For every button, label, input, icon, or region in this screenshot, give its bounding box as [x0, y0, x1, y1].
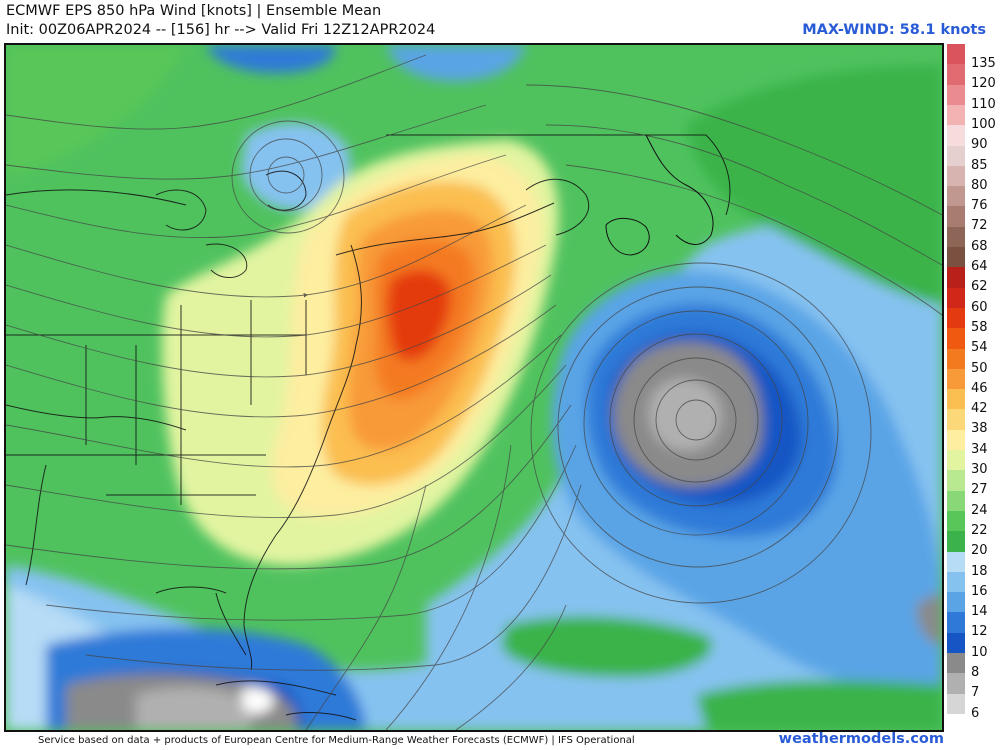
coastline-east-canada	[605, 134, 714, 256]
color-scale-swatch	[947, 592, 965, 613]
color-scale-label: 85	[971, 157, 988, 173]
color-scale-label: 60	[971, 299, 988, 315]
color-scale-label: 38	[971, 421, 988, 437]
color-scale-swatch	[947, 64, 965, 86]
color-scale-swatch	[947, 470, 965, 492]
color-scale-swatch	[947, 247, 965, 268]
color-scale-label: 30	[971, 462, 988, 477]
color-scale-swatch	[947, 186, 965, 207]
color-scale-label: 76	[971, 198, 988, 214]
color-scale-label: 90	[971, 137, 988, 153]
color-scale-swatch	[947, 84, 965, 106]
color-scale-swatch	[947, 510, 965, 532]
color-scale-swatch	[947, 125, 965, 146]
color-scale-label: 62	[971, 279, 988, 295]
color-scale-label: 100	[971, 116, 996, 132]
color-scale-swatch	[947, 389, 965, 410]
color-scale-swatch	[947, 328, 965, 349]
color-scale-label: 6	[971, 705, 980, 721]
color-scale-swatch	[947, 429, 965, 451]
site-link[interactable]: weathermodels.com	[778, 731, 944, 747]
map-subtitle-valid-time: Init: 00Z06APR2024 -- [156] hr --> Valid…	[6, 22, 436, 38]
color-scale-swatch	[947, 531, 965, 552]
wind-map	[4, 43, 944, 732]
data-credit: Service based on data + products of Euro…	[38, 735, 635, 746]
color-scale-label: 24	[971, 502, 988, 518]
color-scale-swatch	[947, 490, 965, 512]
color-scale-swatch	[947, 165, 965, 187]
color-scale-swatch	[947, 206, 965, 228]
color-scale-swatch	[947, 348, 965, 370]
color-scale-swatch	[947, 571, 965, 593]
color-scale-swatch	[947, 409, 965, 431]
color-scale-label: 135	[971, 56, 996, 71]
color-scale-label: 80	[971, 177, 988, 193]
max-wind-readout: MAX-WIND: 58.1 knots	[802, 22, 986, 38]
color-scale-swatch	[947, 267, 965, 289]
color-scale-swatch	[947, 450, 965, 471]
color-scale-label: 14	[971, 604, 988, 620]
color-scale-label: 12	[971, 624, 988, 640]
color-scale-label: 18	[971, 563, 988, 579]
color-scale-label: 50	[971, 360, 988, 376]
color-scale-label: 42	[971, 401, 988, 417]
color-scale-swatch	[947, 145, 965, 167]
color-scale-swatch	[947, 368, 965, 390]
color-scale-label: 68	[971, 238, 988, 254]
color-scale-swatch	[947, 44, 965, 65]
color-scale-label: 46	[971, 380, 988, 396]
color-scale-swatch	[947, 673, 965, 695]
color-scale-swatch	[947, 307, 965, 329]
color-scale-swatch	[947, 612, 965, 634]
color-scale-swatch	[947, 551, 965, 573]
color-scale-label: 120	[971, 76, 996, 92]
color-scale-label: 22	[971, 522, 988, 538]
color-scale-label: 34	[971, 441, 988, 457]
color-scale-label: 20	[971, 543, 988, 559]
wind-map-canvas	[6, 45, 942, 730]
color-scale-swatch	[947, 632, 965, 654]
color-scale-label: 54	[971, 340, 988, 356]
wind-streamlines	[6, 54, 942, 730]
color-scale-swatch	[947, 226, 965, 248]
color-scale-label: 8	[971, 665, 980, 680]
color-scale-swatch	[947, 693, 965, 715]
color-scale-swatch	[947, 104, 965, 126]
color-scale-label: 72	[971, 218, 988, 234]
color-scale-label: 7	[971, 685, 980, 701]
color-scale-label: 10	[971, 644, 988, 660]
color-scale-label: 58	[971, 319, 988, 335]
wind-speed-shading	[6, 45, 942, 730]
color-scale-label: 110	[971, 96, 996, 112]
coastlines-and-borders	[6, 134, 731, 721]
color-scale-swatch	[947, 653, 965, 674]
color-scale-label: 16	[971, 583, 988, 599]
color-scale-label: 27	[971, 482, 988, 498]
map-title: ECMWF EPS 850 hPa Wind [knots] | Ensembl…	[6, 3, 382, 19]
color-scale-label: 64	[971, 259, 988, 274]
color-scale-swatch	[947, 287, 965, 309]
